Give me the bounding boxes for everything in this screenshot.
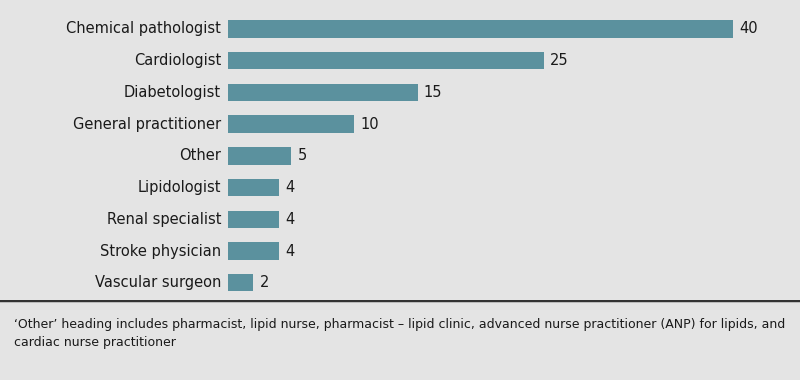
Text: 5: 5 [298, 148, 306, 163]
Text: Cardiologist: Cardiologist [134, 53, 221, 68]
Text: 10: 10 [361, 117, 379, 131]
Text: 15: 15 [424, 85, 442, 100]
Text: 2: 2 [259, 275, 269, 290]
Text: Other: Other [179, 148, 221, 163]
Bar [228, 242, 278, 260]
Text: Diabetologist: Diabetologist [124, 85, 221, 100]
Text: 4: 4 [285, 180, 294, 195]
Text: General practitioner: General practitioner [73, 117, 221, 131]
Text: Vascular surgeon: Vascular surgeon [94, 275, 221, 290]
Text: Renal specialist: Renal specialist [106, 212, 221, 227]
Bar [228, 147, 291, 165]
Text: ‘Other’ heading includes pharmacist, lipid nurse, pharmacist – lipid clinic, adv: ‘Other’ heading includes pharmacist, lip… [14, 318, 786, 349]
Bar [228, 211, 278, 228]
Text: 4: 4 [285, 212, 294, 227]
Text: Lipidologist: Lipidologist [138, 180, 221, 195]
Bar [228, 20, 734, 38]
Text: 40: 40 [740, 21, 758, 36]
Bar [228, 52, 544, 69]
Text: 4: 4 [285, 244, 294, 258]
Bar [228, 116, 354, 133]
Text: Stroke physician: Stroke physician [100, 244, 221, 258]
Text: 25: 25 [550, 53, 569, 68]
Bar [228, 84, 418, 101]
Bar [228, 274, 254, 291]
Text: Chemical pathologist: Chemical pathologist [66, 21, 221, 36]
Bar [228, 179, 278, 196]
